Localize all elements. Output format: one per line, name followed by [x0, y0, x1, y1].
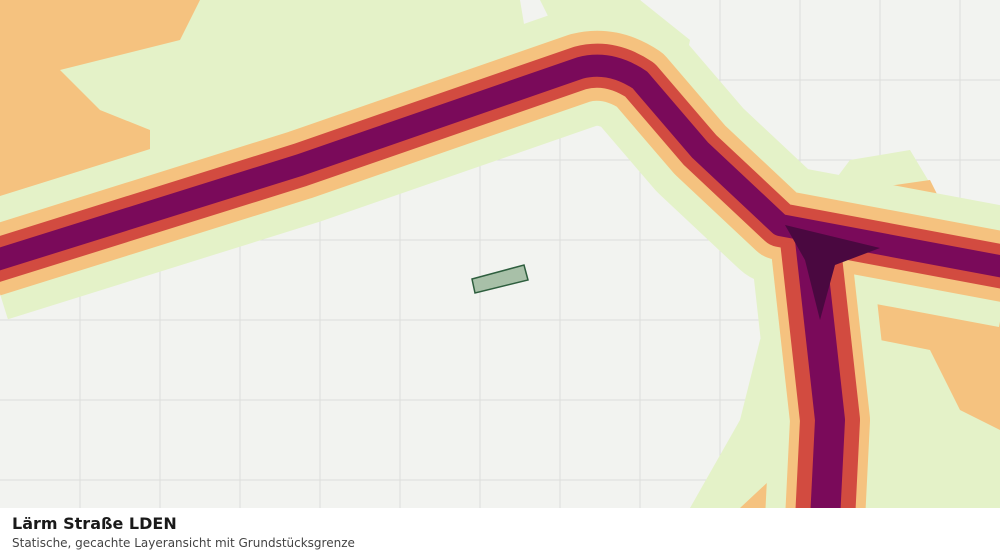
map	[0, 0, 1000, 508]
layer-title: Lärm Straße LDEN	[12, 514, 177, 533]
layer-subtitle: Statische, gecachte Layeransicht mit Gru…	[12, 536, 355, 550]
noise-band-very-high	[0, 54, 1000, 278]
parcel-boundary	[471, 264, 529, 294]
legend-footer: Lärm Straße LDEN Statische, gecachte Lay…	[0, 508, 1000, 560]
noise-core	[785, 225, 880, 320]
